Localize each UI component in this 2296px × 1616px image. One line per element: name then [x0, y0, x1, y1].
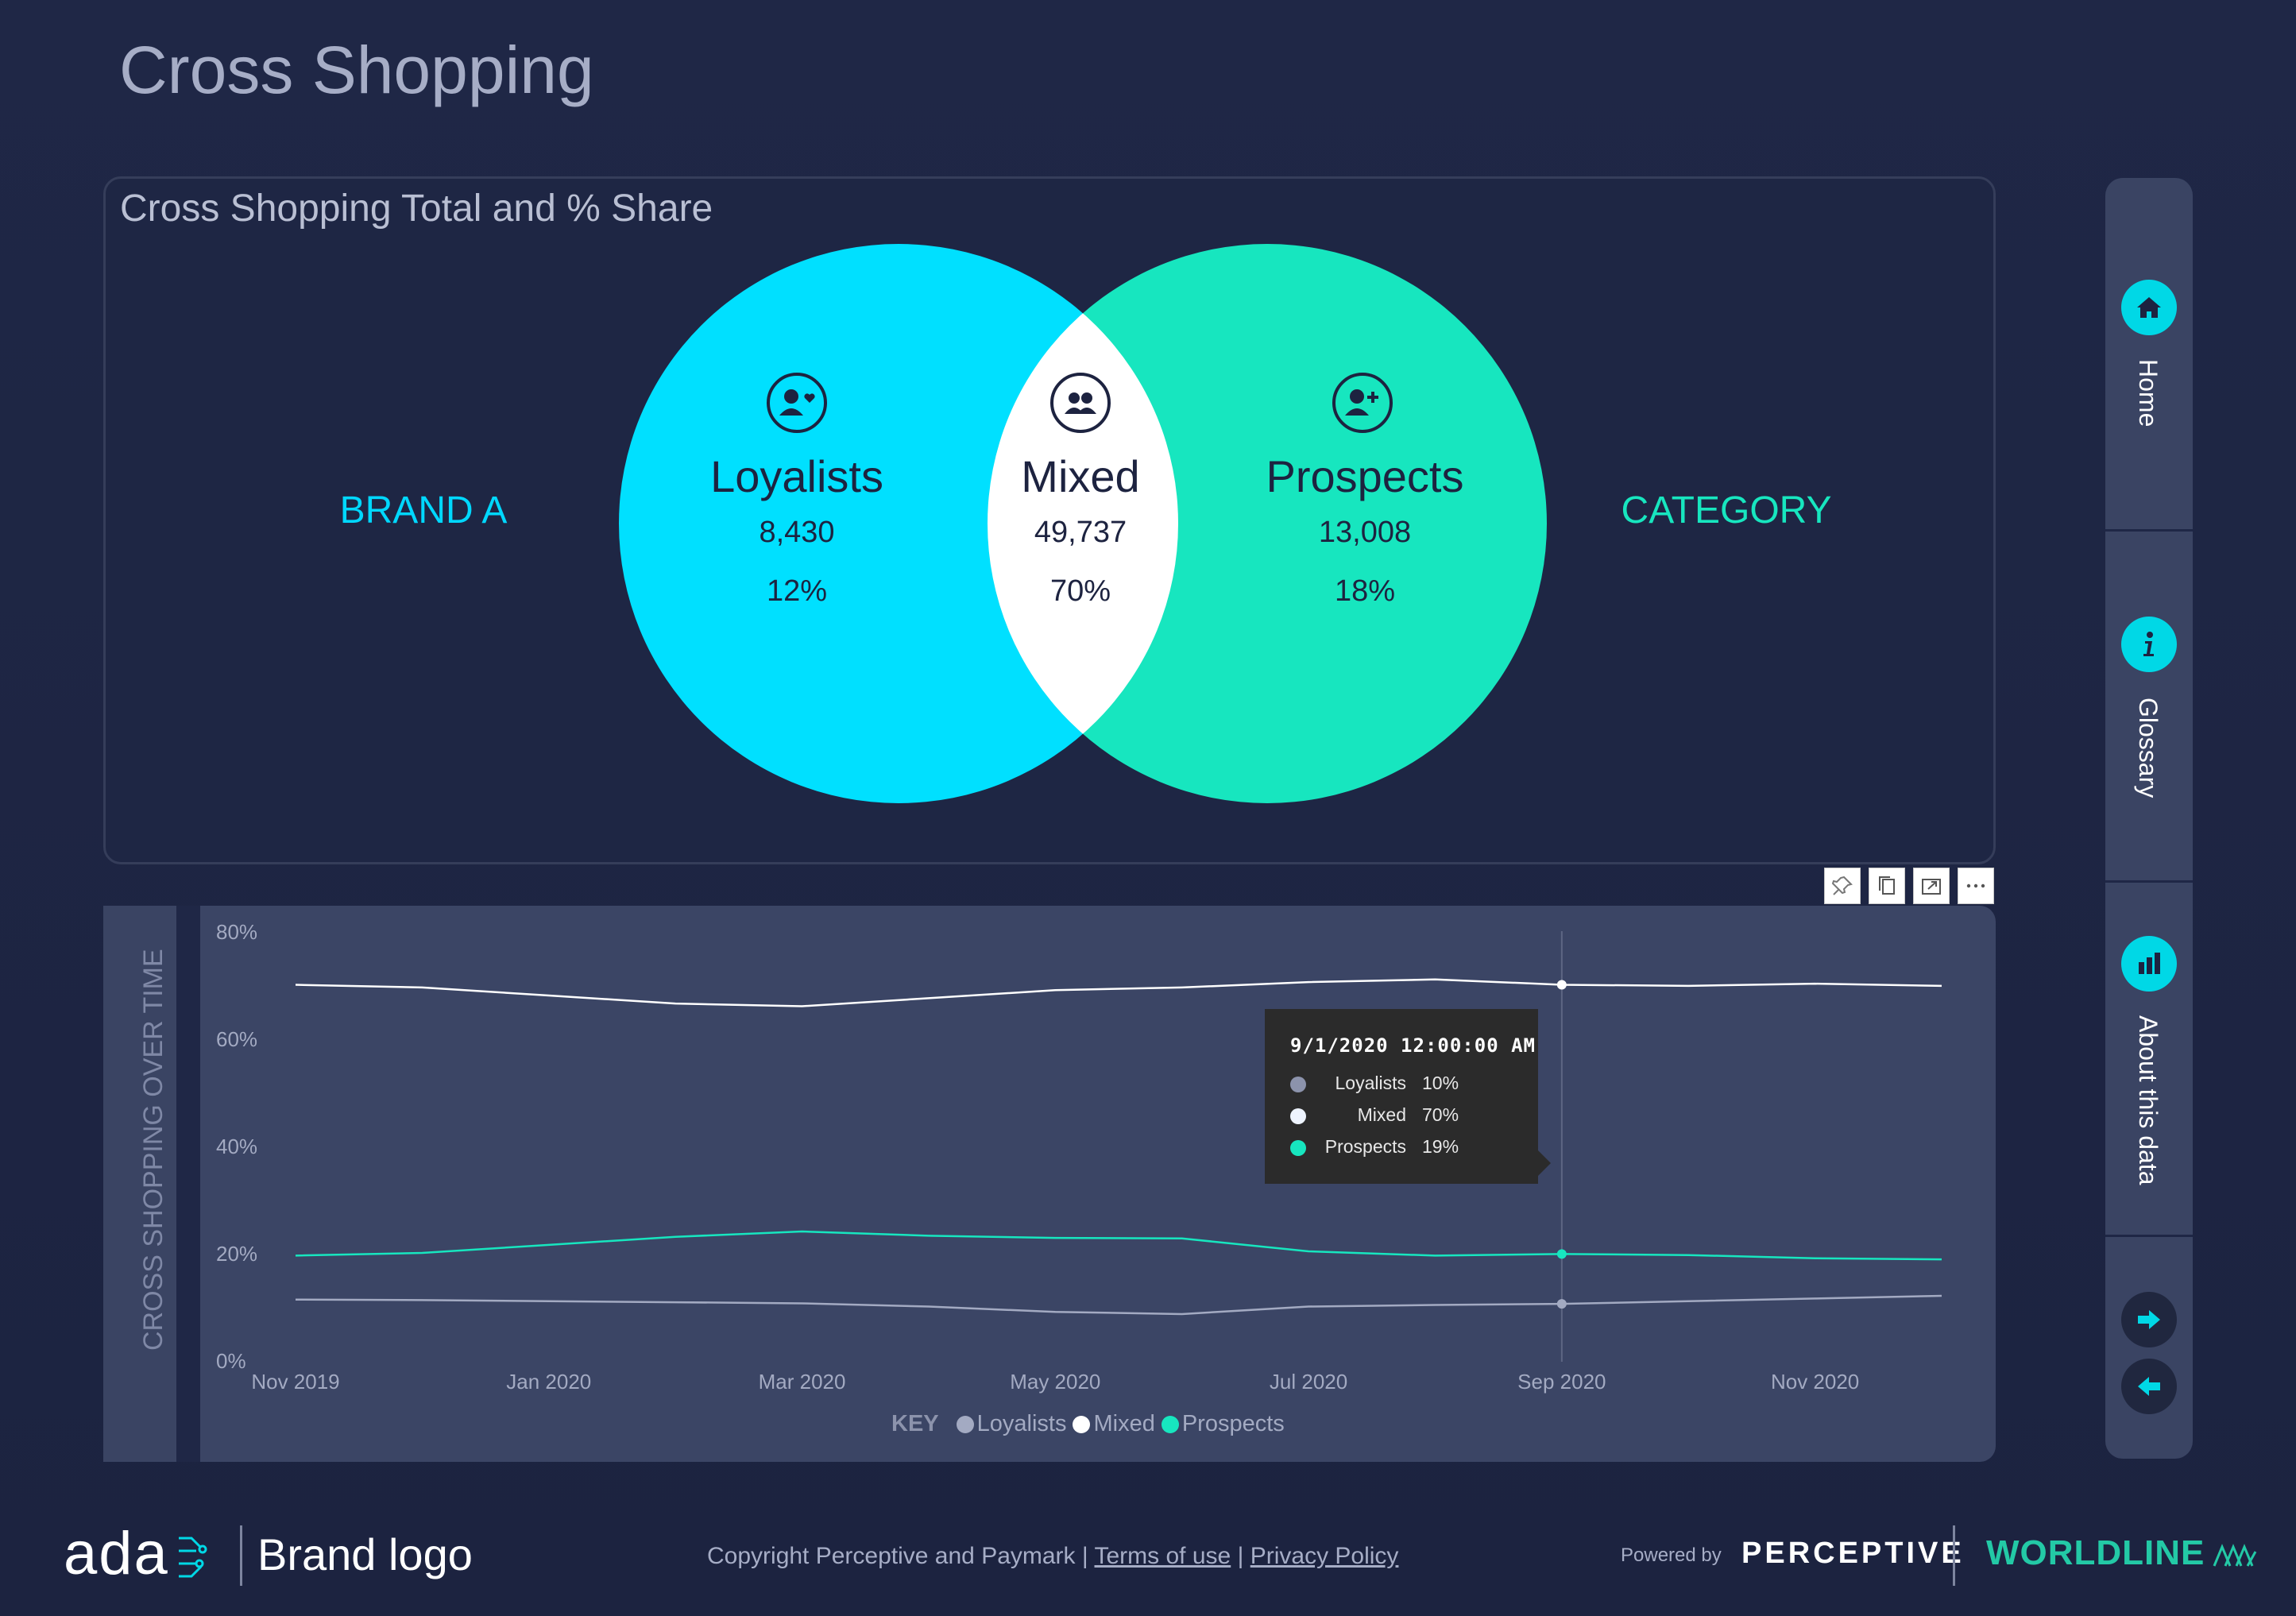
user-plus-icon — [1332, 373, 1393, 433]
nav-about-label[interactable]: About this data — [2134, 1015, 2163, 1185]
tooltip-row-value: 19% — [1422, 1136, 1459, 1157]
mixed-share: 70% — [1049, 574, 1111, 608]
ada-circuit-icon — [178, 1537, 207, 1578]
loyalists-count: 8,430 — [759, 516, 835, 549]
y-tick-label: 40% — [216, 1135, 257, 1158]
y-tick-label: 80% — [216, 920, 257, 944]
footer-separator: | — [1081, 1543, 1088, 1569]
ada-logo: ada — [64, 1519, 209, 1588]
worldline-logo: WORLDLINE — [1986, 1533, 2262, 1573]
overlap-region — [988, 244, 1178, 803]
tooltip-row: Loyalists 10% — [1290, 1073, 1459, 1094]
user-heart-icon — [767, 373, 827, 433]
prospects-label: Prospects — [1266, 451, 1464, 501]
line-chart-card: CROSS SHOPPING OVER TIME 80% 60% 40% 20% 0% N… — [103, 906, 1996, 1462]
tooltip-arrow — [1538, 1150, 1551, 1176]
chart-legend: KEY Loyalists Mixed Prospects — [891, 1411, 1285, 1437]
tooltip-row: Prospects 19% — [1290, 1136, 1459, 1158]
footer-separator: | — [1237, 1543, 1244, 1569]
brand-logo: Brand logo — [257, 1529, 473, 1579]
tooltip-row-name: Loyalists — [1335, 1073, 1406, 1093]
users-icon — [1050, 373, 1111, 433]
nav-home-label[interactable]: Home — [2134, 359, 2163, 427]
ada-logo-text: ada — [64, 1520, 169, 1587]
arrow-right-icon[interactable] — [2121, 1292, 2177, 1347]
mixed-dot — [1290, 1108, 1306, 1124]
legend-swatch — [956, 1416, 974, 1434]
terms-link[interactable]: Terms of use — [1094, 1543, 1231, 1569]
brand-label: BRAND A — [339, 489, 508, 532]
prospects-count: 13,008 — [1318, 516, 1412, 549]
line-chart: 80% 60% 40% 20% 0%Nov 2019 Jan 2020 Mar 2020 Ma… — [216, 920, 1942, 1394]
venn-card: Cross Shopping Total and % Share BRAND A… — [103, 176, 1996, 864]
tooltip-row-name: Mixed — [1357, 1104, 1406, 1125]
info-icon[interactable] — [2121, 617, 2177, 672]
footer-divider — [1953, 1525, 1955, 1586]
x-tick-label: Jan 2020 — [506, 1370, 591, 1394]
x-tick-label: Jul 2020 — [1270, 1370, 1347, 1394]
copy-icon[interactable] — [1869, 868, 1905, 904]
mixed-label: Mixed — [1021, 451, 1140, 501]
x-tick-label: Nov 2020 — [1771, 1370, 1859, 1394]
tooltip-row-value: 70% — [1422, 1104, 1459, 1125]
nav-glossary-label[interactable]: Glossary — [2134, 698, 2163, 798]
tooltip-row-value: 10% — [1422, 1073, 1459, 1093]
x-tick-label: Sep 2020 — [1517, 1370, 1606, 1394]
y-tick-label: 60% — [216, 1027, 257, 1051]
copyright-text: Copyright Perceptive and Paymark — [707, 1543, 1076, 1569]
home-icon[interactable] — [2121, 280, 2177, 335]
x-tick-label: Mar 2020 — [759, 1370, 846, 1394]
more-options-icon[interactable] — [1958, 868, 1994, 904]
arrow-left-icon[interactable] — [2121, 1359, 2177, 1414]
nav-panel: Home Glossary About this data — [2105, 178, 2193, 1459]
legend-item[interactable]: Mixed — [1093, 1411, 1155, 1436]
series-line-prospects[interactable] — [295, 1230, 1942, 1261]
prospects-dot — [1290, 1139, 1306, 1156]
legend-swatch — [1073, 1416, 1091, 1434]
nav-divider — [2105, 1235, 2193, 1237]
series-line-mixed[interactable] — [295, 978, 1942, 1007]
y-tick-label: 20% — [216, 1242, 257, 1266]
series-line-loyalists[interactable] — [295, 1294, 1942, 1316]
chart-side-panel: CROSS SHOPPING OVER TIME — [103, 906, 200, 1462]
loyalists-share: 12% — [766, 574, 828, 608]
powered-by-text: Powered by — [1621, 1544, 1722, 1566]
loyalists-label: Loyalists — [710, 451, 883, 501]
legend-item[interactable]: Loyalists — [976, 1411, 1067, 1436]
loyalists-dot — [1290, 1076, 1306, 1092]
y-tick-label: 0% — [216, 1349, 246, 1373]
mixed-count: 49,737 — [1034, 516, 1127, 549]
legend-item[interactable]: Prospects — [1181, 1411, 1285, 1436]
footer-copyright: Copyright Perceptive and Paymark | Terms… — [707, 1543, 1398, 1570]
hover-point-mixed — [1556, 980, 1567, 990]
prospects-share: 18% — [1334, 574, 1396, 608]
tooltip-row: Mixed 70% — [1290, 1104, 1459, 1126]
category-label: CATEGORY — [1621, 489, 1832, 532]
hover-point-prospects — [1556, 1249, 1567, 1259]
tooltip-row-name: Prospects — [1324, 1136, 1406, 1157]
worldline-waves-icon — [2213, 1544, 2257, 1568]
tooltip-header: 9/1/2020 12:00:00 AM — [1290, 1034, 1536, 1057]
hover-point-loyalists — [1556, 1299, 1567, 1309]
x-tick-label: Nov 2019 — [251, 1370, 339, 1394]
x-tick-label: May 2020 — [1010, 1370, 1100, 1394]
privacy-link[interactable]: Privacy Policy — [1250, 1543, 1399, 1569]
worldline-logo-text: WORLDLINE — [1986, 1533, 2205, 1572]
focus-mode-icon[interactable] — [1913, 868, 1950, 904]
perceptive-logo: PERCEPTIVE — [1741, 1537, 1965, 1570]
venn-title: Cross Shopping Total and % Share — [120, 188, 713, 230]
legend-key-label: KEY — [891, 1411, 939, 1436]
chart-tooltip: 9/1/2020 12:00:00 AM Loyalists 10% Mixed 7… — [1265, 1009, 1538, 1184]
nav-divider — [2105, 529, 2193, 532]
pin-icon[interactable] — [1824, 868, 1861, 904]
venn-diagram — [619, 244, 1547, 803]
legend-swatch — [1161, 1416, 1179, 1434]
page-title: Cross Shopping — [119, 33, 594, 107]
bar-chart-icon[interactable] — [2121, 936, 2177, 992]
footer-divider — [240, 1525, 242, 1586]
nav-divider — [2105, 880, 2193, 883]
